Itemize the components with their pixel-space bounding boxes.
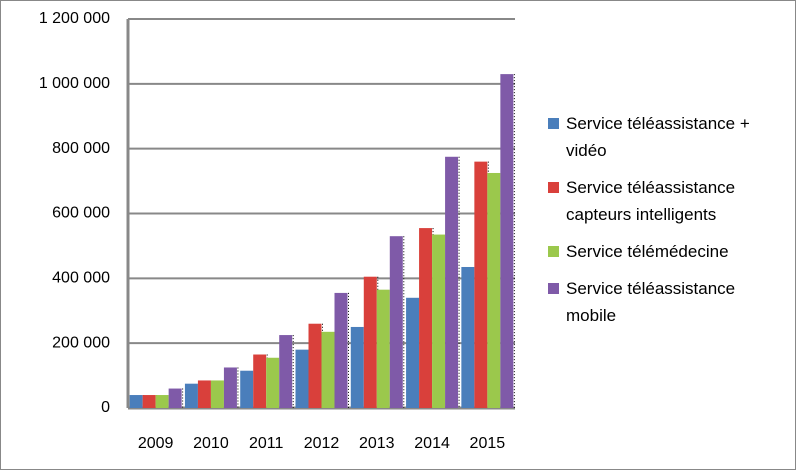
y-tick-label: 1 000 000: [39, 75, 110, 92]
bar: [419, 228, 433, 408]
bar: [197, 380, 211, 408]
legend-label: Service téléassistance mobile: [566, 279, 736, 325]
y-tick-label: 1 200 000: [39, 10, 110, 27]
bar: [445, 156, 459, 408]
legend-label: Service téléassistance capteurs intellig…: [566, 178, 736, 224]
y-tick-label: 800 000: [52, 140, 110, 157]
y-tick-label: 200 000: [52, 334, 110, 351]
x-tick-label: 2012: [304, 435, 340, 452]
bar: [406, 297, 420, 408]
legend-entry: Service télémédecine: [548, 238, 778, 265]
legend: Service téléassistance + vidéo Service té…: [548, 110, 778, 339]
bar: [279, 335, 293, 408]
x-tick-label: 2013: [359, 435, 395, 452]
bar: [461, 266, 475, 408]
bar: [350, 326, 364, 408]
y-tick-label: 0: [101, 399, 110, 416]
bar: [308, 323, 322, 408]
legend-label: Service téléassistance + vidéo: [566, 114, 750, 160]
bar: [266, 357, 280, 408]
bar: [474, 161, 488, 408]
legend-swatch: [548, 246, 559, 257]
legend-entry: Service téléassistance + vidéo: [548, 110, 778, 164]
bar: [487, 172, 501, 408]
x-tick-label: 2009: [138, 435, 174, 452]
bar: [432, 234, 446, 408]
bar: [184, 383, 198, 408]
bar: [253, 354, 267, 408]
bar: [155, 395, 169, 408]
bar: [295, 349, 309, 408]
bar: [376, 289, 390, 408]
legend-label: Service télémédecine: [566, 242, 729, 261]
bar: [334, 292, 348, 408]
y-tick-label: 600 000: [52, 205, 110, 222]
bar: [129, 395, 143, 408]
bar: [223, 367, 237, 408]
legend-swatch: [548, 283, 559, 294]
bar: [168, 388, 182, 408]
y-tick-label: 400 000: [52, 270, 110, 287]
bar: [500, 74, 514, 408]
legend-swatch: [548, 182, 559, 193]
x-tick-label: 2011: [249, 435, 284, 452]
bar: [389, 236, 403, 408]
x-tick-label: 2015: [470, 435, 506, 452]
bar: [363, 276, 377, 408]
bar: [321, 331, 335, 408]
legend-swatch: [548, 118, 559, 129]
bar: [240, 370, 254, 408]
bar: [142, 395, 156, 408]
x-tick-label: 2010: [193, 435, 229, 452]
x-tick-label: 2014: [414, 435, 450, 452]
bar: [210, 380, 224, 408]
legend-entry: Service téléassistance mobile: [548, 275, 778, 329]
legend-entry: Service téléassistance capteurs intellig…: [548, 174, 778, 228]
